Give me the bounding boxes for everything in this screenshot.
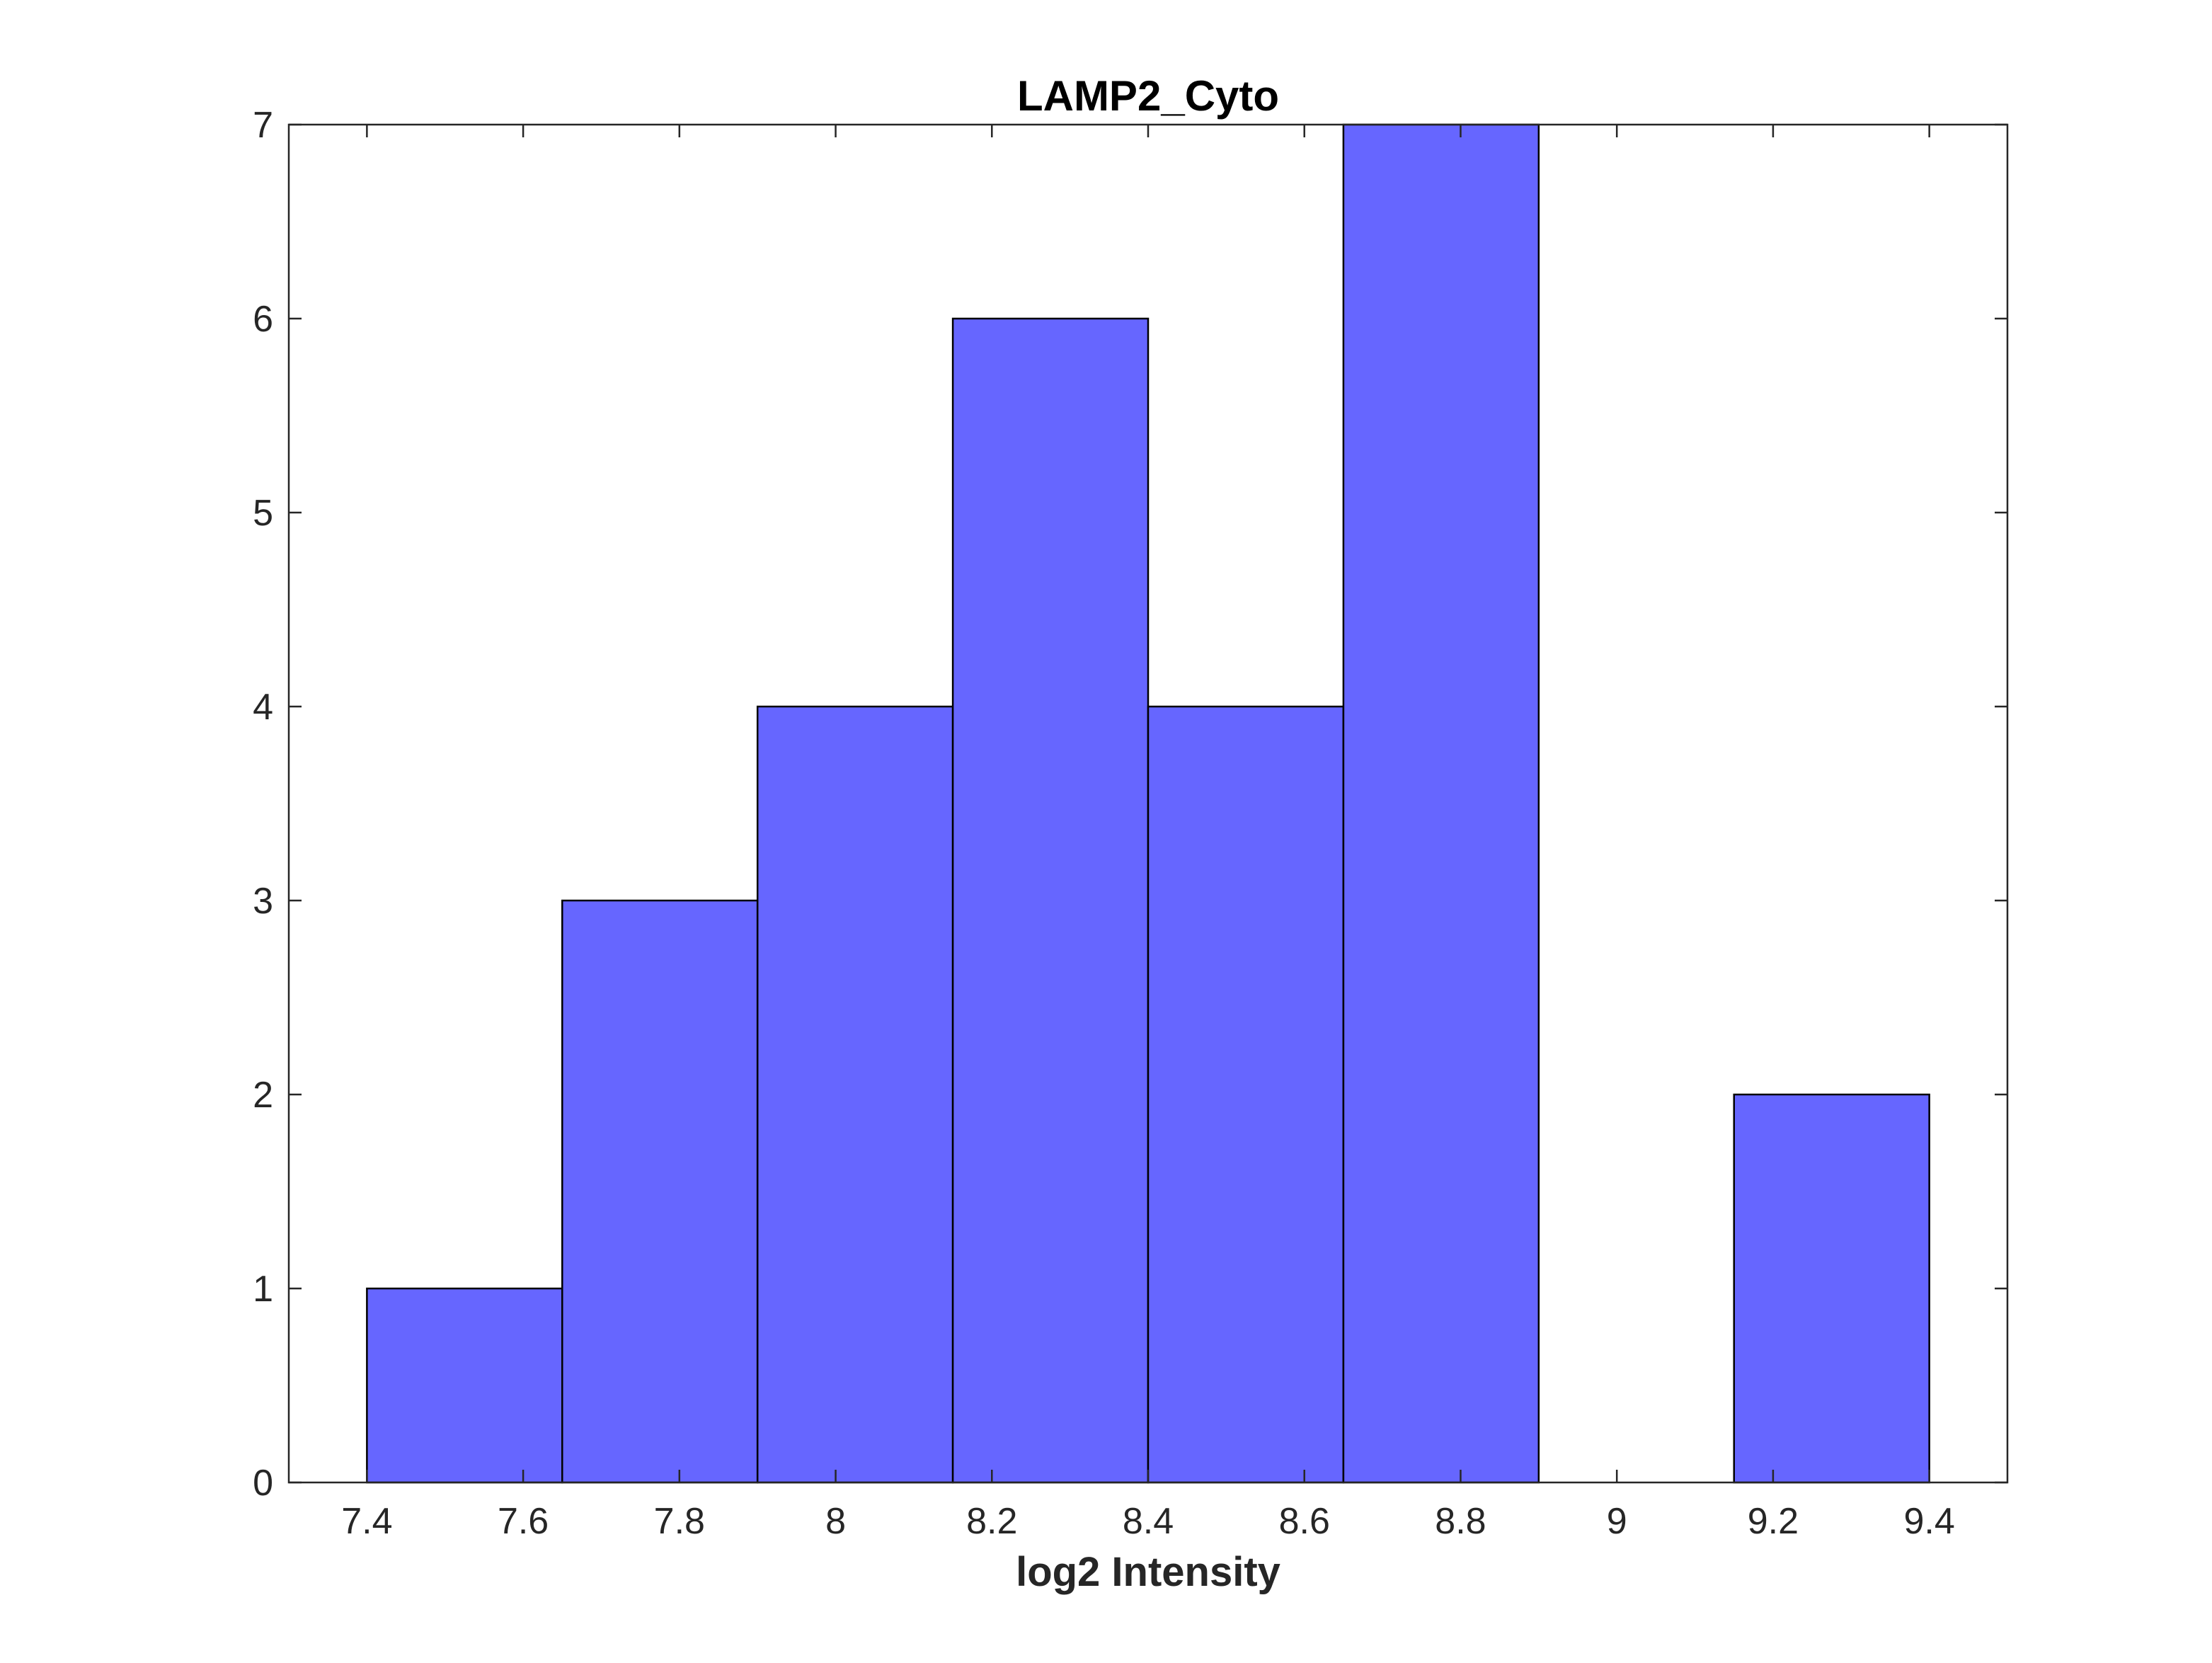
y-tick-label: 0 [253,1463,273,1504]
x-tick-label: 8.6 [1279,1501,1330,1542]
tick-labels-layer: 7.4 7.6 7.8 8 8.2 8.4 8.6 8.8 9 9.2 9.4 0 1 2 3 4 5 6 7 [253,105,1955,1542]
bars-layer [366,123,1930,1484]
x-tick-label: 7.8 [654,1501,705,1542]
x-tick-label: 9.4 [1903,1501,1954,1542]
y-tick-label: 7 [253,105,273,146]
y-tick-label: 6 [253,299,273,340]
x-tick-label: 7.4 [341,1501,392,1542]
x-tick-label: 7.6 [498,1501,549,1542]
y-tick-label: 4 [253,687,273,728]
histogram-bar [1733,1093,1930,1484]
x-tick-label: 9.2 [1748,1501,1799,1542]
x-tick-label: 9 [1607,1501,1627,1542]
x-tick-label: 8.2 [966,1501,1017,1542]
histogram-bar [366,1287,563,1484]
x-tick-label: 8.4 [1123,1501,1174,1542]
histogram-bar [561,899,759,1484]
y-tick-label: 2 [253,1075,273,1116]
histogram-bar [1147,705,1345,1484]
y-tick-label: 1 [253,1269,273,1310]
histogram-bar [1342,123,1540,1484]
axes-frame [287,123,2009,1484]
y-tick-label: 5 [253,493,273,534]
x-axis-label: log2 Intensity [1016,1549,1280,1595]
chart-title: LAMP2_Cyto [1017,72,1279,120]
y-tick-label: 3 [253,881,273,922]
histogram-bar [756,705,954,1484]
x-tick-label: 8 [825,1501,846,1542]
x-tick-label: 8.8 [1435,1501,1486,1542]
histogram-bar [951,317,1150,1484]
